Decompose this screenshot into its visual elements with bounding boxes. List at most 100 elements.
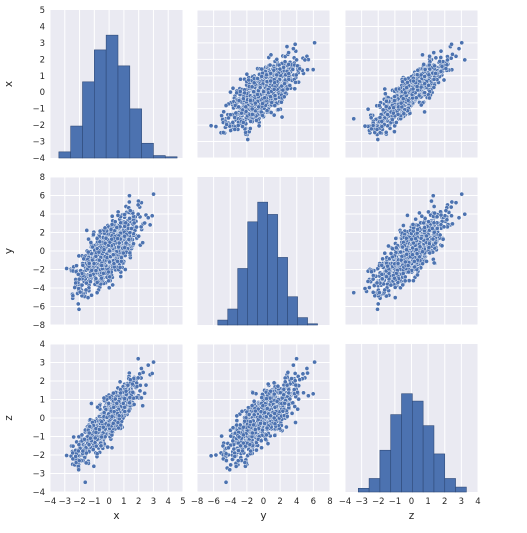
scatter-point bbox=[305, 67, 310, 73]
scatter-point bbox=[377, 103, 382, 108]
scatter-point bbox=[413, 216, 418, 222]
scatter-point bbox=[268, 71, 273, 76]
panel-x-vs-x bbox=[49, 10, 184, 159]
scatter-point bbox=[410, 252, 415, 258]
histogram-bar bbox=[58, 151, 71, 159]
scatter-point bbox=[139, 395, 144, 401]
scatter-point bbox=[208, 123, 214, 129]
scatter-point bbox=[239, 110, 244, 116]
scatter-point bbox=[444, 62, 450, 68]
scatter-point bbox=[140, 403, 146, 409]
scatter-point bbox=[287, 83, 293, 88]
scatter-point bbox=[64, 453, 69, 458]
scatter-point bbox=[411, 278, 416, 284]
scatter-point bbox=[383, 91, 388, 97]
scatter-point bbox=[411, 240, 416, 246]
scatter-point bbox=[377, 115, 383, 120]
scatter-point bbox=[120, 250, 126, 256]
scatter-point bbox=[135, 375, 141, 381]
scatter-point bbox=[422, 109, 427, 115]
scatter-point bbox=[444, 217, 450, 223]
scatter-point bbox=[370, 289, 376, 295]
scatter-point bbox=[240, 120, 246, 125]
scatter-point bbox=[122, 245, 128, 251]
scatter-point bbox=[76, 253, 82, 259]
y-tick-label: 3 bbox=[40, 39, 45, 49]
scatter-point bbox=[403, 235, 409, 241]
scatter-point bbox=[401, 223, 406, 228]
scatter-point bbox=[413, 95, 419, 101]
scatter-point bbox=[245, 137, 251, 142]
scatter-point bbox=[115, 259, 120, 264]
histogram-bar bbox=[247, 221, 258, 326]
scatter-point bbox=[221, 109, 227, 115]
scatter-point bbox=[116, 244, 121, 250]
scatter-point bbox=[259, 66, 265, 72]
y-tick-label: −8 bbox=[32, 321, 45, 331]
panel-x-vs-y bbox=[196, 9, 331, 159]
scatter-point bbox=[84, 280, 89, 286]
scatter-point bbox=[282, 81, 287, 86]
scatter-point bbox=[105, 444, 111, 450]
scatter-point bbox=[286, 77, 292, 82]
scatter-point bbox=[213, 124, 219, 129]
scatter-point bbox=[292, 86, 298, 92]
scatter-point bbox=[427, 250, 433, 256]
scatter-point bbox=[370, 276, 376, 282]
scatter-point bbox=[379, 119, 385, 124]
scatter-point bbox=[76, 306, 82, 312]
scatter-point bbox=[115, 236, 120, 241]
scatter-point bbox=[413, 247, 419, 252]
scatter-point bbox=[89, 401, 94, 406]
scatter-point bbox=[243, 104, 249, 110]
scatter-point bbox=[367, 285, 372, 290]
histogram-bar bbox=[129, 108, 142, 159]
scatter-point bbox=[252, 100, 258, 106]
scatter-point bbox=[284, 44, 290, 49]
scatter-point bbox=[439, 63, 445, 69]
scatter-point bbox=[433, 55, 439, 61]
scatter-point bbox=[420, 261, 425, 267]
scatter-point bbox=[399, 254, 405, 259]
scatter-point bbox=[459, 40, 465, 46]
scatter-point bbox=[402, 259, 408, 265]
scatter-point bbox=[106, 285, 112, 291]
scatter-point bbox=[392, 98, 397, 103]
scatter-point bbox=[261, 89, 266, 94]
scatter-point bbox=[310, 67, 316, 72]
scatter-point bbox=[390, 117, 395, 122]
scatter-point bbox=[93, 443, 99, 449]
scatter-point bbox=[449, 41, 454, 47]
scatter-point bbox=[438, 55, 444, 60]
scatter-point bbox=[232, 115, 237, 120]
scatter-point bbox=[259, 74, 265, 79]
y-tick-label: −2 bbox=[32, 121, 45, 131]
scatter-point bbox=[385, 263, 390, 269]
scatter-point bbox=[240, 124, 245, 129]
scatter-point bbox=[286, 71, 292, 77]
scatter-point bbox=[267, 62, 273, 68]
scatter-point bbox=[404, 252, 409, 257]
scatter-point bbox=[87, 273, 93, 278]
scatter-point bbox=[398, 257, 404, 263]
scatter-point bbox=[398, 249, 403, 255]
scatter-point bbox=[420, 249, 425, 255]
scatter-point bbox=[135, 202, 141, 208]
scatter-point bbox=[93, 268, 99, 274]
scatter-point bbox=[312, 40, 317, 46]
scatter-point bbox=[394, 120, 399, 125]
scatter-point bbox=[375, 137, 381, 142]
scatter-point bbox=[135, 356, 141, 362]
scatter-point bbox=[415, 272, 420, 278]
scatter-point bbox=[365, 106, 371, 112]
scatter-point bbox=[434, 214, 440, 220]
histogram-bar bbox=[117, 65, 131, 159]
scatter-point bbox=[272, 80, 277, 86]
scatter-point bbox=[228, 128, 233, 133]
scatter-point bbox=[380, 107, 386, 113]
scatter-point bbox=[392, 275, 397, 281]
scatter-point bbox=[117, 265, 123, 270]
scatter-point bbox=[411, 78, 416, 84]
scatter-point bbox=[254, 118, 259, 123]
scatter-point bbox=[220, 130, 226, 135]
